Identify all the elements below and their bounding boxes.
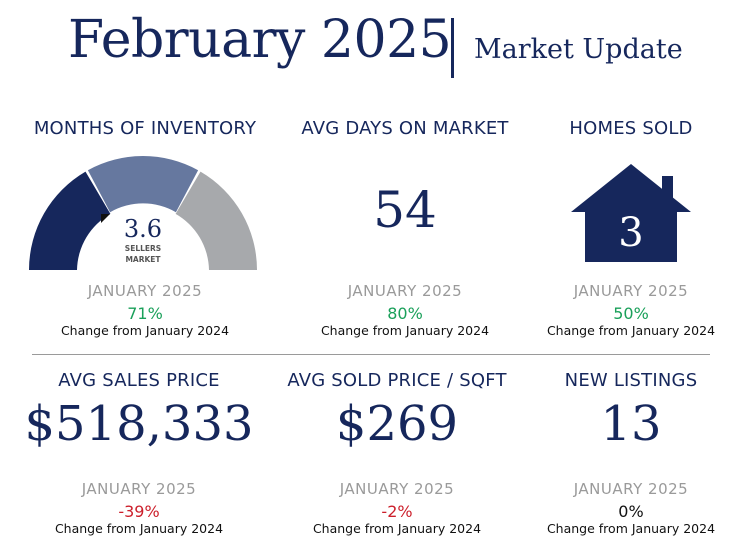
metric-value: $269 — [335, 396, 459, 452]
gauge-label-line2: MARKET — [125, 255, 161, 264]
metric-avg-days-on-market-footer: JANUARY 2025 80% Change from January 202… — [285, 282, 525, 338]
metric-heading: HOMES SOLD — [569, 118, 693, 139]
metric-change-value: 71% — [127, 304, 163, 323]
metric-months-of-inventory: MONTHS OF INVENTORY — [25, 118, 265, 139]
gauge-segment-sellers — [29, 171, 111, 270]
metric-homes-sold: HOMES SOLD — [511, 118, 731, 139]
metric-avg-days-on-market: AVG DAYS ON MARKET 54 — [285, 118, 525, 239]
gauge-pointer-icon — [101, 214, 110, 223]
metric-period: JANUARY 2025 — [573, 480, 689, 498]
metric-change-label: Change from January 2024 — [54, 521, 224, 536]
metric-change-label: Change from January 2024 — [320, 323, 490, 338]
metric-period: JANUARY 2025 — [339, 480, 455, 498]
metric-new-listings-footer: JANUARY 2025 0% Change from January 2024 — [511, 480, 731, 536]
metric-period: JANUARY 2025 — [81, 480, 197, 498]
metric-avg-sales-price-footer: JANUARY 2025 -39% Change from January 20… — [19, 480, 259, 536]
metric-new-listings: NEW LISTINGS 13 — [511, 370, 731, 452]
page-header: February 2025 Market Update — [0, 0, 731, 95]
metric-change-label: Change from January 2024 — [312, 521, 482, 536]
metric-value: 13 — [600, 396, 662, 452]
metric-change-value: -39% — [118, 502, 160, 521]
metric-avg-sold-price-sqft-footer: JANUARY 2025 -2% Change from January 202… — [277, 480, 517, 536]
page-title: February 2025 — [68, 10, 452, 70]
metric-period: JANUARY 2025 — [347, 282, 463, 300]
house-icon: 3 — [571, 164, 691, 262]
metric-heading: MONTHS OF INVENTORY — [33, 118, 257, 139]
metric-change-label: Change from January 2024 — [546, 521, 716, 536]
metric-heading: AVG SOLD PRICE / SQFT — [287, 370, 507, 391]
metric-change-value: 80% — [387, 304, 423, 323]
metric-change-value: -2% — [381, 502, 413, 521]
metric-value: 54 — [373, 181, 437, 239]
homes-sold-value: 3 — [618, 210, 643, 256]
metric-months-of-inventory-footer: JANUARY 2025 71% Change from January 202… — [25, 282, 265, 338]
metric-avg-sales-price: AVG SALES PRICE $518,333 — [19, 370, 259, 452]
gauge-label-line1: SELLERS — [125, 244, 161, 253]
metric-period: JANUARY 2025 — [573, 282, 689, 300]
metric-heading: NEW LISTINGS — [564, 370, 698, 391]
metric-change-label: Change from January 2024 — [546, 323, 716, 338]
metric-period: JANUARY 2025 — [87, 282, 203, 300]
title-divider — [451, 18, 454, 78]
inventory-gauge: 3.6 SELLERS MARKET — [29, 155, 257, 270]
gauge-segment-balanced — [87, 155, 199, 213]
metric-change-label: Change from January 2024 — [60, 323, 230, 338]
inventory-value: 3.6 — [124, 215, 162, 243]
metric-heading: AVG SALES PRICE — [58, 370, 220, 391]
metric-avg-sold-price-sqft: AVG SOLD PRICE / SQFT $269 — [277, 370, 517, 452]
metric-heading: AVG DAYS ON MARKET — [301, 118, 509, 139]
metric-value: $518,333 — [24, 396, 254, 452]
page-subtitle: Market Update — [474, 34, 683, 65]
metric-change-value: 50% — [613, 304, 649, 323]
gauge-segment-buyers — [175, 171, 257, 270]
section-divider — [32, 354, 710, 355]
metric-change-value: 0% — [618, 502, 644, 521]
metric-homes-sold-footer: JANUARY 2025 50% Change from January 202… — [511, 282, 731, 338]
